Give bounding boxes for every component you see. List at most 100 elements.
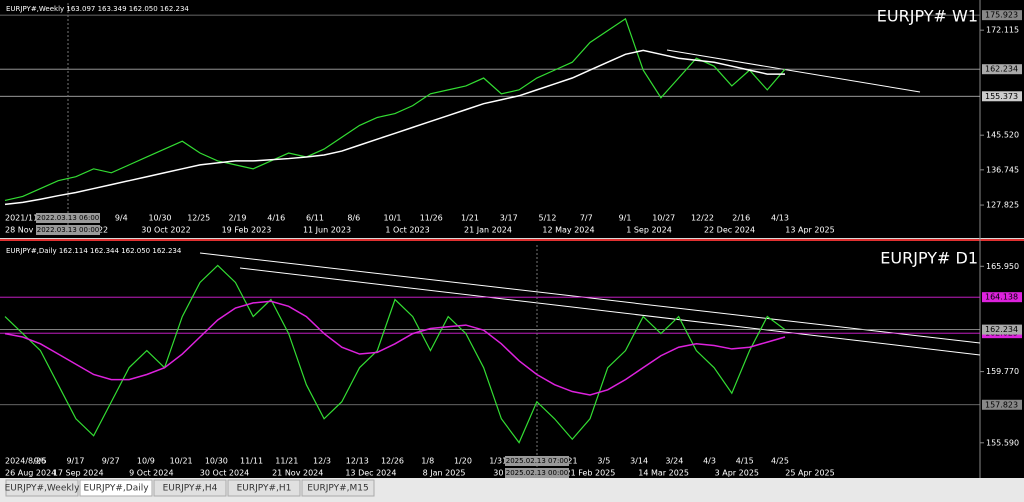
price-line	[4, 264, 786, 444]
x-tick-label: 4/15	[736, 457, 754, 466]
x-tick-label: 2/19	[229, 214, 247, 223]
x-tick-label: 11/11	[240, 457, 263, 466]
tab-label[interactable]: EURJPY#,M15	[307, 484, 369, 494]
x-tick-label: 9/27	[102, 457, 120, 466]
x-tick-label: 10/21	[170, 457, 193, 466]
tab[interactable]	[79, 479, 153, 497]
x-tick-label: 14 Mar 2025	[638, 469, 689, 478]
crosshair-box	[36, 225, 100, 235]
x-tick-label: 9/17	[66, 457, 84, 466]
x-tick-label: 2/16	[732, 214, 750, 223]
trendline	[666, 49, 921, 93]
price-box	[982, 399, 1022, 410]
tab-label[interactable]: EURJPY#,H4	[163, 484, 218, 494]
crosshair-label: 2025.02.13 07:00	[506, 457, 568, 465]
x-tick-label: 13 Apr 2025	[785, 226, 834, 235]
x-tick-label: 19 Feb 2023	[222, 226, 272, 235]
price-level-label: 175.923	[985, 11, 1018, 20]
price-line	[4, 49, 785, 206]
x-tick-label: 2024/8/26	[5, 457, 46, 466]
price-box	[982, 91, 1022, 102]
x-tick-label: 11/21	[275, 457, 298, 466]
y-tick-label: 172.115	[986, 26, 1019, 35]
tab-label[interactable]: EURJPY#,H1	[237, 484, 292, 494]
y-tick-label: 127.825	[986, 201, 1019, 210]
x-tick-label: 1/8	[421, 457, 434, 466]
x-tick-label: 17 Sep 2024	[53, 469, 104, 478]
x-tick-label: 4/25	[771, 457, 789, 466]
y-tick-label: 136.745	[986, 165, 1019, 174]
panel-weekly	[0, 0, 1024, 238]
x-tick-label: 21 Feb 2025	[566, 469, 616, 478]
chart-label: EURJPY# W1	[877, 7, 978, 26]
price-level-label: 162.234	[985, 65, 1018, 74]
x-tick-label: 22 Dec 2024	[704, 226, 755, 235]
crosshair-label: 2025.02.13 00:00	[506, 469, 568, 477]
x-tick-label: 3/24	[665, 457, 683, 466]
y-tick-label: 155.590	[986, 438, 1019, 447]
tab-label[interactable]: EURJPY#,Daily	[83, 484, 149, 494]
x-tick-label: 12/3	[313, 457, 331, 466]
x-tick-label: 10/27	[652, 214, 675, 223]
x-tick-label: 4/13	[771, 214, 789, 223]
x-tick-label: 21 Jan 2024	[464, 226, 512, 235]
tab[interactable]	[153, 479, 227, 497]
x-tick-label: 2021/11/	[5, 214, 41, 223]
price-box	[982, 64, 1022, 75]
x-tick-label: 3/17	[500, 214, 518, 223]
y-tick-label: 145.520	[986, 131, 1019, 140]
x-tick-label: 28 Nov 2	[5, 226, 41, 235]
price-level-label: 162.234	[985, 325, 1018, 334]
crosshair-label: 2022.03.13 06:00	[37, 214, 99, 222]
tab-label[interactable]: EURJPY#,Weekly	[5, 484, 80, 494]
x-tick-label: 12 May 2024	[542, 226, 594, 235]
x-tick-label: 9/4	[115, 214, 128, 223]
price-line	[4, 17, 786, 201]
x-tick-label: 8/6	[347, 214, 360, 223]
x-tick-label: 7/7	[580, 214, 593, 223]
x-tick-label: 1 Oct 2023	[385, 226, 429, 235]
x-tick-label: 11 Jun 2023	[303, 226, 351, 235]
x-tick-label: 10/9	[137, 457, 155, 466]
crosshair-box	[505, 456, 569, 466]
x-tick-label: 21 Nov 2024	[272, 469, 323, 478]
x-tick-label: 12/22	[691, 214, 714, 223]
x-tick-label: 4/16	[267, 214, 285, 223]
x-tick-label: 9/5	[34, 457, 47, 466]
x-tick-label: 10/1	[384, 214, 402, 223]
x-tick-label: 3/5	[597, 457, 610, 466]
x-tick-label: 11/26	[420, 214, 443, 223]
price-level-label: 164.138	[985, 293, 1018, 302]
x-tick-label: 12/13	[346, 457, 369, 466]
chart-label: EURJPY# D1	[880, 249, 978, 268]
x-tick-label: 13 Dec 2024	[345, 469, 396, 478]
x-tick-label: 6/11	[306, 214, 324, 223]
panel-daily	[0, 240, 1024, 478]
x-tick-label: 30 Oct 2024	[200, 469, 249, 478]
price-line	[4, 300, 786, 396]
x-tick-label: 3/14	[630, 457, 648, 466]
price-box	[982, 324, 1022, 335]
x-tick-label: 5/12	[539, 214, 557, 223]
x-tick-label: 26 Aug 2024	[5, 469, 56, 478]
x-tick-label: 1/21	[461, 214, 479, 223]
x-tick-label: 12/26	[381, 457, 404, 466]
y-tick-label: 159.770	[986, 367, 1019, 376]
tab[interactable]	[5, 479, 79, 497]
price-level-label: 155.373	[985, 92, 1018, 101]
x-tick-label: 9 Oct 2024	[129, 469, 173, 478]
y-tick-label: 165.950	[986, 262, 1019, 271]
tab[interactable]	[301, 479, 375, 497]
x-tick-label: 1/20	[454, 457, 472, 466]
price-level-label: 157.823	[985, 400, 1018, 409]
x-tick-label: 8 Jan 2025	[423, 469, 466, 478]
x-tick-label: 10/30	[205, 457, 228, 466]
chart-header: EURJPY#,Daily 162.114 162.344 162.050 16…	[6, 247, 182, 255]
tab[interactable]	[227, 479, 301, 497]
crosshair-box	[36, 213, 100, 223]
crosshair-label: 2022.03.13 00:00	[37, 226, 99, 234]
x-tick-label: 10/30	[148, 214, 171, 223]
price-box	[982, 10, 1022, 21]
x-tick-label: 12/25	[187, 214, 210, 223]
